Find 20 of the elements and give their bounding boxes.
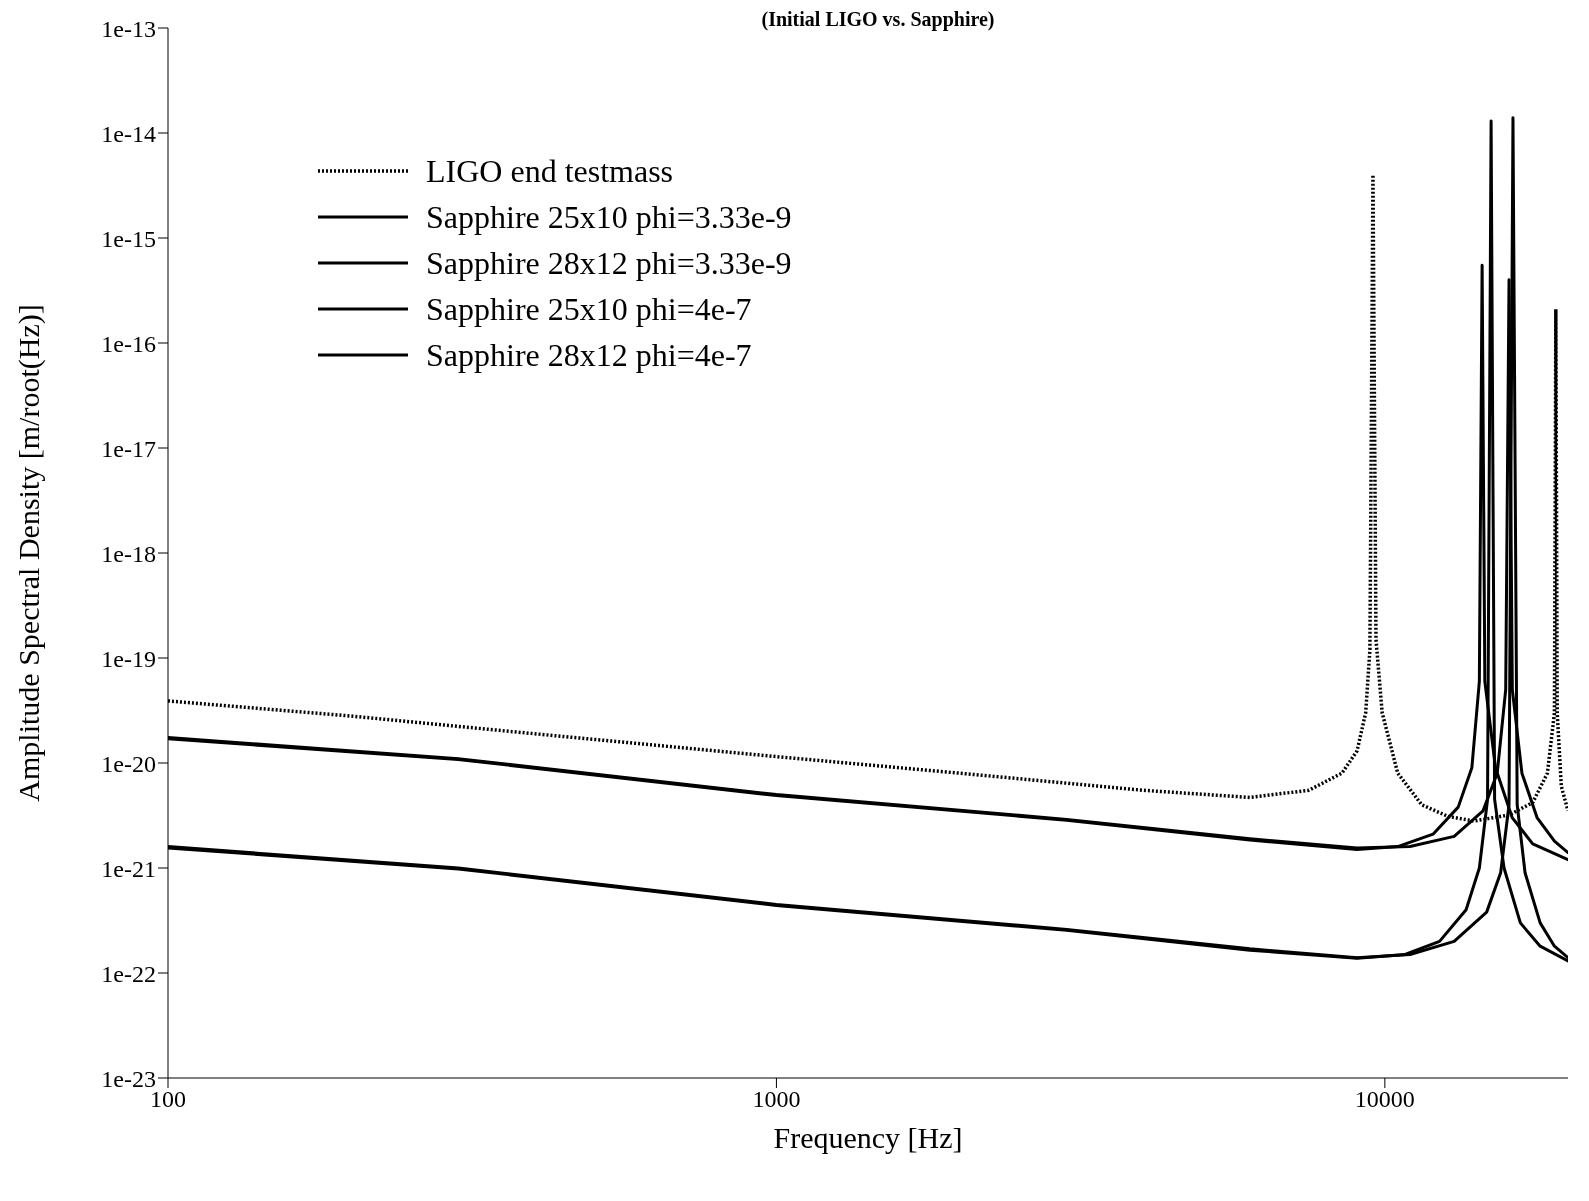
legend-label: Sapphire 25x10 phi=4e-7: [426, 290, 752, 329]
x-axis-title: Frequency [Hz]: [773, 1121, 963, 1154]
y-tick-label: 1e-19: [101, 645, 156, 672]
y-tick-label: 1e-15: [101, 225, 156, 252]
x-tick-label: 1000: [752, 1086, 801, 1113]
y-tick-label: 1e-22: [101, 960, 156, 987]
y-tick-label: 1e-14: [101, 120, 156, 147]
legend-label: Sapphire 28x12 phi=3.33e-9: [426, 244, 792, 283]
y-axis-title: Amplitude Spectral Density [m/root(Hz)]: [11, 304, 46, 802]
y-tick-label: 1e-13: [101, 15, 156, 42]
y-tick-label: 1e-20: [101, 750, 156, 777]
y-tick-label: 1e-18: [101, 540, 156, 567]
legend-label: Sapphire 28x12 phi=4e-7: [426, 336, 752, 375]
legend-label: Sapphire 25x10 phi=3.33e-9: [426, 198, 792, 237]
chart-subtitle: (Initial LIGO vs. Sapphire): [761, 8, 995, 30]
y-tick-label: 1e-16: [101, 330, 156, 357]
x-tick-label: 10000: [1354, 1086, 1415, 1113]
y-tick-label: 1e-17: [101, 435, 156, 462]
legend-label: LIGO end testmass: [426, 152, 674, 191]
y-tick-label: 1e-21: [101, 855, 156, 882]
